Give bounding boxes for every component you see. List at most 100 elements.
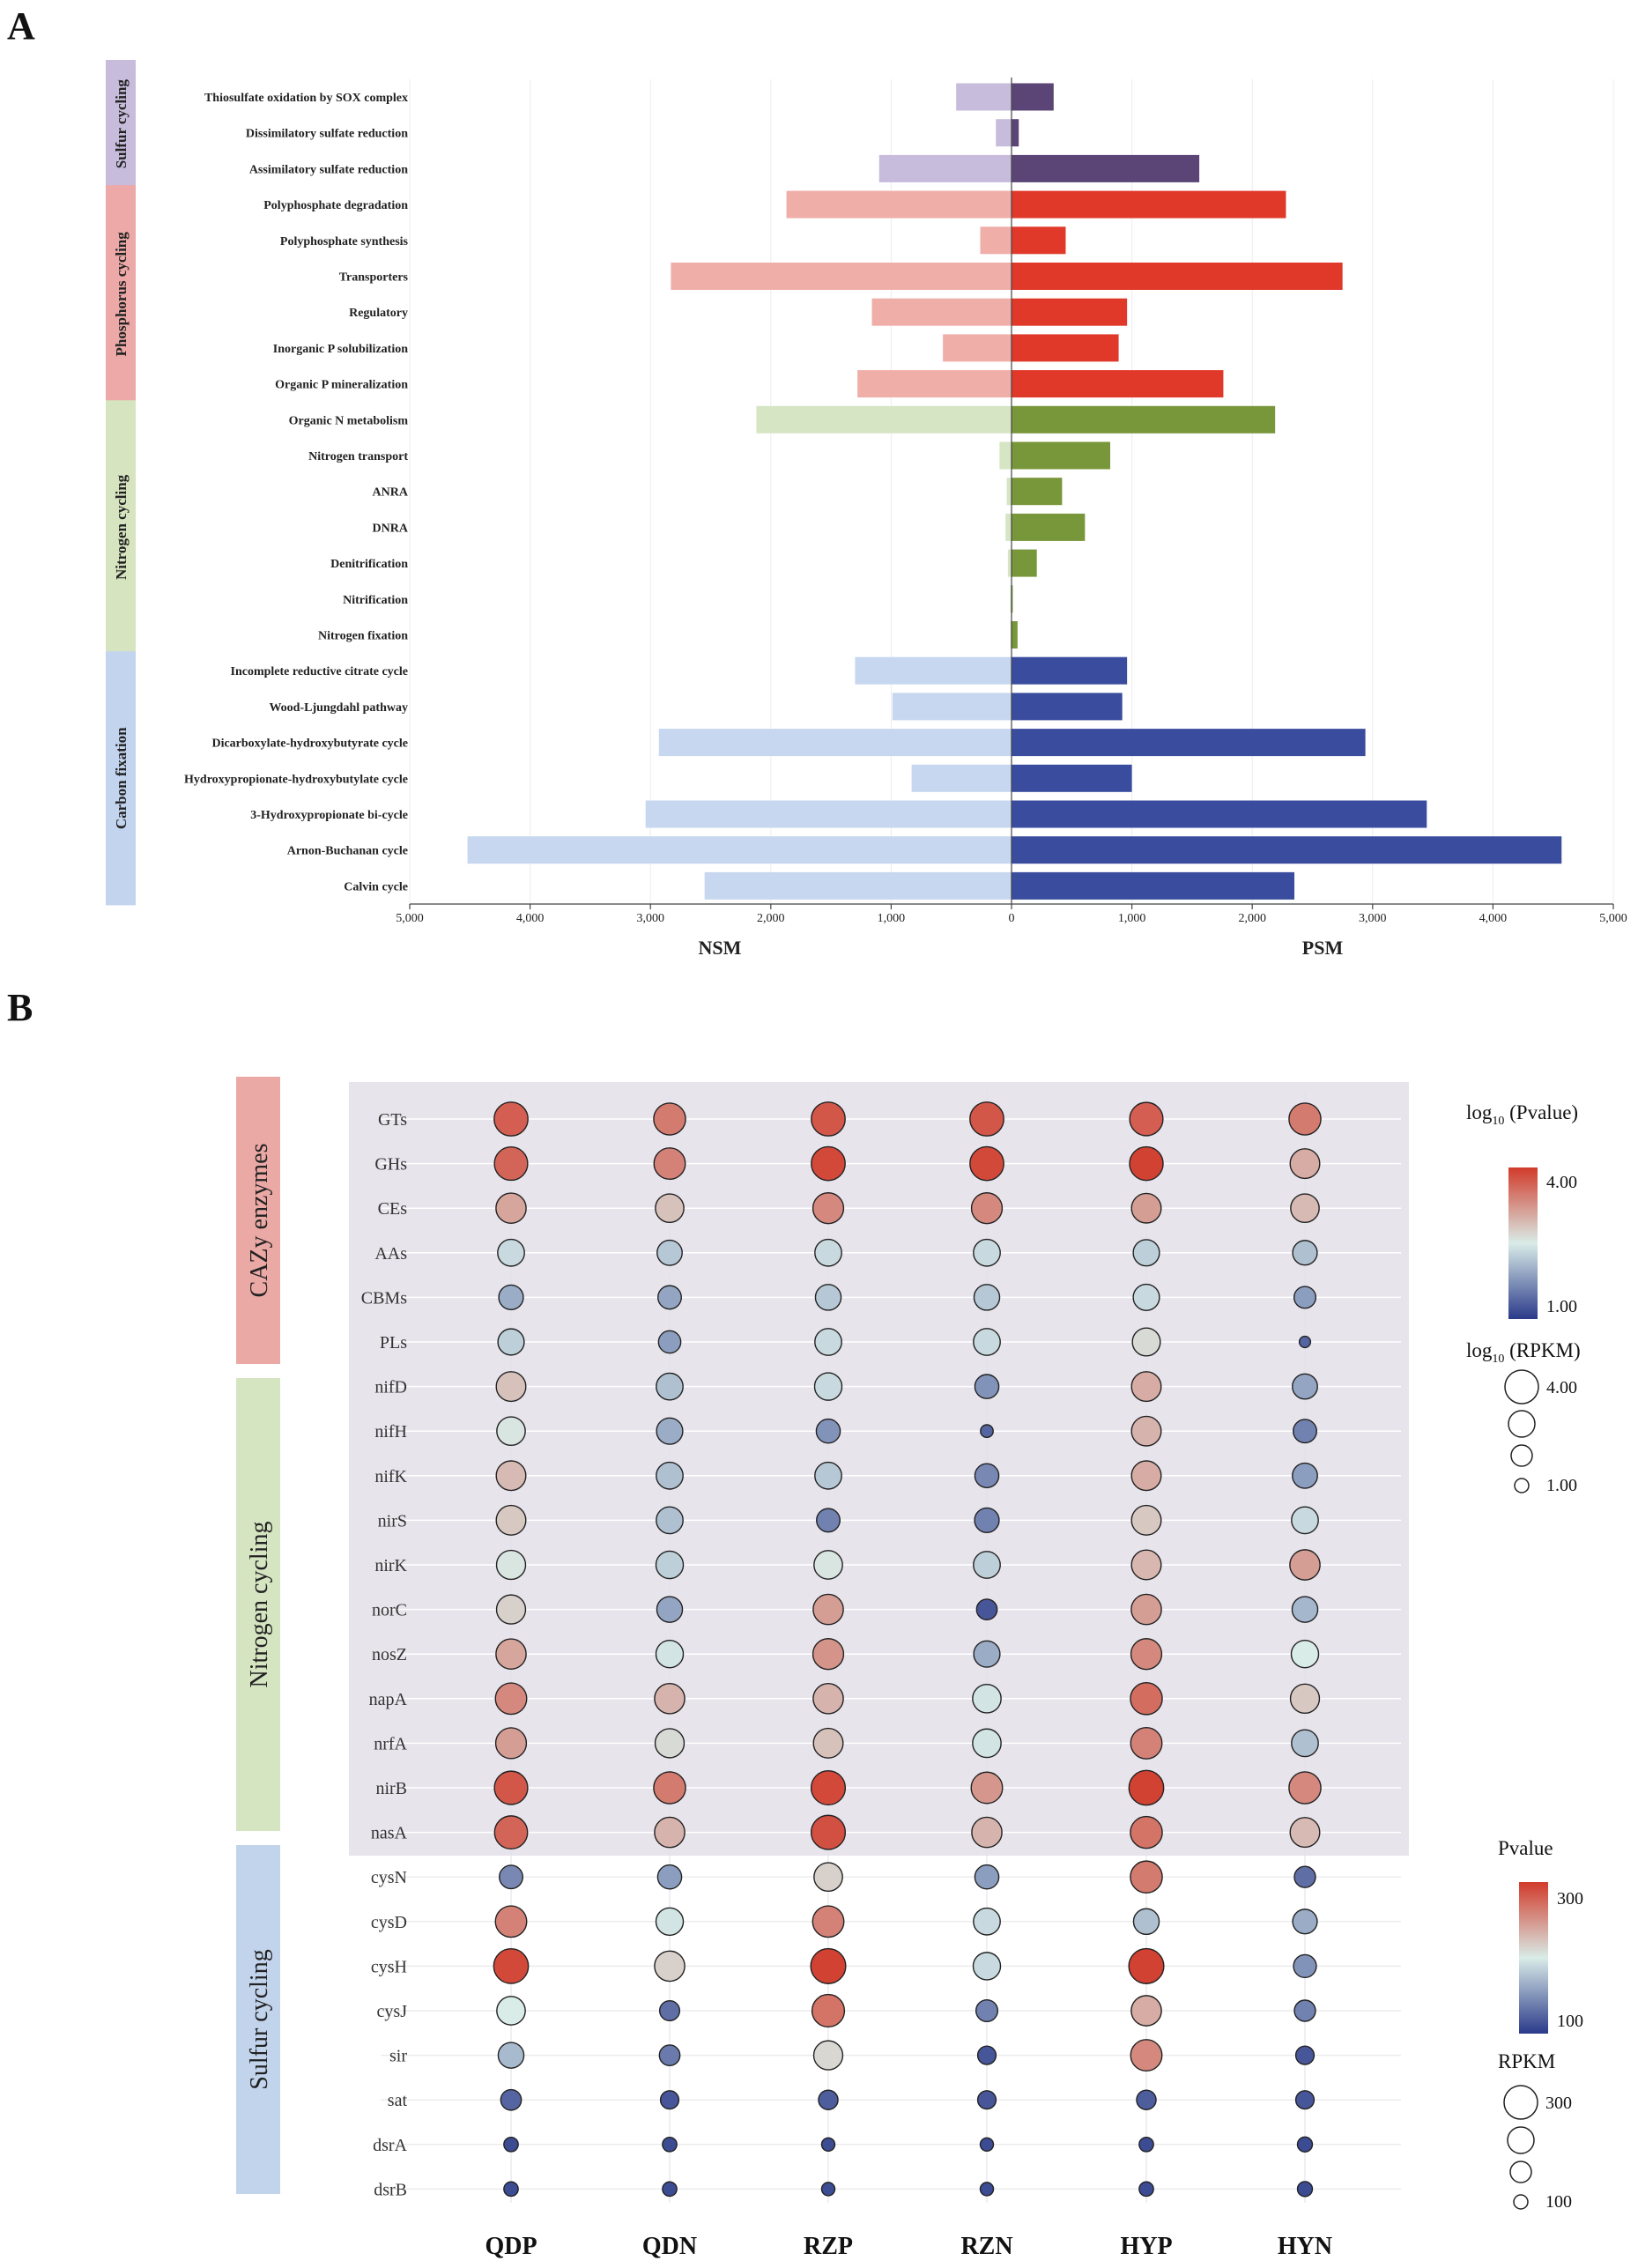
b-row-label-0: GTs — [378, 1110, 407, 1130]
bar-nsm-15 — [1010, 621, 1012, 649]
a-tick-label-2: 3,000 — [636, 912, 664, 925]
a-tick-label-7: 2,000 — [1238, 912, 1266, 925]
bubble-nosZ-QDP — [495, 1638, 527, 1671]
bubble-nifK-QDP — [495, 1460, 527, 1492]
bubble-CEs-QDN — [655, 1193, 685, 1224]
panel-b-bubbles — [493, 1101, 1322, 2198]
bubble-norC-RZP — [812, 1593, 844, 1626]
legend-top-color-title: log10 (Pvalue) — [1466, 1101, 1578, 1128]
bar-psm-15 — [1012, 621, 1018, 649]
panel-b-group-labels: CAZy enzymes Nitrogen cycling Sulfur cycli… — [236, 1077, 280, 2194]
bar-nsm-18 — [658, 729, 1012, 757]
x-axis-title-psm: PSM — [1302, 937, 1344, 959]
bar-psm-18 — [1012, 729, 1366, 757]
legend-bottom-color: Pvalue 300 100 — [1498, 1837, 1583, 2034]
legend-bottom-size-circle-3 — [1509, 2161, 1532, 2183]
bubble-CBMs-RZP — [814, 1284, 842, 1311]
bubble-cysJ-QDN — [658, 1999, 681, 2022]
a-group-label-carbon: Carbon fixation — [113, 727, 130, 829]
a-group-box-phosphorus — [106, 185, 136, 404]
category-label-1: Dissimilatory sulfate reduction — [246, 128, 408, 141]
bar-nsm-9 — [756, 405, 1012, 434]
bubble-GHs-RZP — [811, 1145, 846, 1182]
b-row-label-13: napA — [369, 1690, 408, 1709]
bubble-cysD-HYN — [1292, 1909, 1318, 1935]
category-label-2: Assimilatory sulfate reduction — [249, 163, 408, 176]
bubble-nirB-QDN — [653, 1771, 686, 1805]
bar-psm-13 — [1012, 549, 1037, 577]
bubble-dsrA-RZN — [979, 2137, 995, 2153]
bubble-sat-QDN — [659, 2090, 680, 2110]
bubble-CEs-HYP — [1130, 1192, 1162, 1224]
bubble-napA-HYP — [1130, 1682, 1163, 1716]
a-group-box-sulfur — [106, 60, 136, 189]
bubble-nirS-RZN — [974, 1507, 1000, 1534]
bubble-napA-QDP — [494, 1682, 528, 1716]
bar-psm-20 — [1012, 800, 1427, 828]
a-tick-label-0: 5,000 — [396, 912, 424, 925]
bar-nsm-7 — [943, 334, 1012, 362]
b-group-box-nitrogen — [236, 1378, 280, 1831]
bar-psm-2 — [1012, 154, 1200, 182]
bar-nsm-22 — [704, 871, 1012, 900]
a-tick-label-6: 1,000 — [1118, 912, 1146, 925]
legend-bottom-color-low: 100 — [1557, 2012, 1583, 2031]
bubble-nirK-RZP — [813, 1550, 843, 1580]
bubble-sir-HYP — [1130, 2039, 1163, 2072]
bubble-dsrA-HYN — [1296, 2136, 1314, 2153]
bubble-CBMs-RZN — [973, 1284, 1001, 1311]
bubble-nifK-HYN — [1292, 1462, 1318, 1489]
b-column-label-4: HYP — [1120, 2233, 1172, 2260]
bubble-cysH-HYP — [1128, 1947, 1165, 1984]
bubble-norC-QDP — [495, 1594, 527, 1625]
b-row-label-12: nosZ — [372, 1645, 407, 1664]
bubble-GHs-HYN — [1289, 1148, 1321, 1180]
b-group-label-sulfur: Sulfur cycling — [246, 1949, 273, 2089]
bubble-AAs-QDN — [656, 1239, 683, 1266]
bubble-sir-RZP — [812, 2040, 844, 2071]
bar-nsm-4 — [980, 226, 1012, 255]
bubble-dsrB-HYN — [1296, 2181, 1314, 2198]
b-row-label-22: sat — [388, 2091, 408, 2110]
b-row-label-11: norC — [372, 1601, 407, 1620]
bubble-nifH-HYP — [1130, 1415, 1162, 1447]
a-group-label-phosphorus: Phosphorus cycling — [113, 232, 130, 357]
panel-a-letter: A — [7, 4, 35, 48]
bubble-cysN-HYP — [1130, 1860, 1163, 1894]
b-column-label-2: RZP — [804, 2233, 853, 2260]
bubble-cysJ-RZP — [811, 1993, 846, 2028]
bubble-dsrB-RZP — [820, 2182, 836, 2197]
category-label-5: Transporters — [339, 271, 409, 285]
b-row-label-4: CBMs — [361, 1288, 407, 1308]
bubble-nifH-QDN — [656, 1417, 684, 1445]
bubble-sir-QDN — [658, 2044, 681, 2066]
b-row-label-15: nirB — [375, 1779, 407, 1798]
b-row-label-9: nirS — [378, 1511, 407, 1531]
bubble-PLs-HYN — [1298, 1335, 1312, 1349]
category-label-22: Calvin cycle — [344, 880, 408, 893]
b-column-label-0: QDP — [485, 2233, 537, 2260]
bar-nsm-13 — [1007, 549, 1012, 577]
bubble-nirS-QDN — [656, 1506, 684, 1535]
bubble-sat-RZN — [976, 2090, 997, 2110]
bubble-nasA-QDN — [654, 1816, 686, 1849]
b-row-label-16: nasA — [371, 1824, 408, 1843]
legend-top-color-bar — [1508, 1167, 1538, 1319]
b-row-label-23: dsrA — [373, 2136, 407, 2155]
bar-psm-21 — [1012, 836, 1562, 864]
category-label-8: Organic P mineralization — [275, 379, 408, 392]
panel-a-group-labels: Sulfur cycling Phosphorus cycling Nitrogen… — [106, 60, 136, 906]
bubble-dsrB-HYP — [1138, 2181, 1154, 2198]
bubble-nasA-RZP — [810, 1814, 847, 1850]
bubble-nrfA-HYN — [1291, 1729, 1319, 1758]
bar-nsm-0 — [956, 83, 1012, 111]
legend-bottom-size-high: 300 — [1545, 2094, 1572, 2113]
b-row-label-20: cysJ — [377, 2002, 408, 2021]
legend-bottom-color-high: 300 — [1557, 1889, 1583, 1909]
x-axis-title-nsm: NSM — [699, 937, 742, 959]
legend-bottom-size-circle-4 — [1513, 2194, 1529, 2210]
panel-a-bars — [467, 83, 1562, 900]
b-row-label-2: CEs — [378, 1199, 408, 1219]
panel-a-category-labels: Thiosulfate oxidation by SOX complex Diss… — [184, 92, 409, 893]
